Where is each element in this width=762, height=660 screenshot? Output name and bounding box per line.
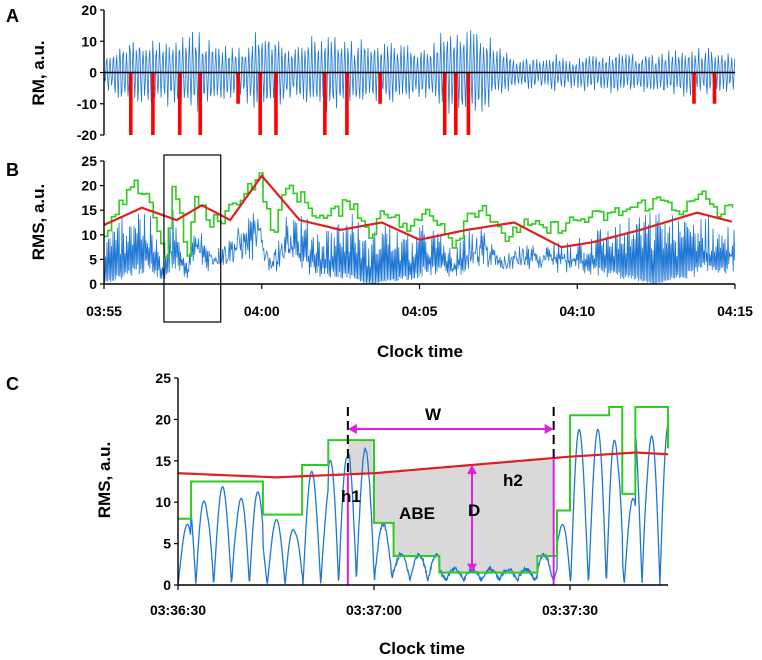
rms-b-x-tick-label: 04:15 [717, 303, 753, 319]
rms-b-y-tick-label: 15 [81, 202, 97, 218]
panel-a-label: A [6, 6, 19, 26]
rms-b-x-tick-label: 04:05 [402, 303, 438, 319]
rm-event-bar [453, 72, 458, 135]
rm-event-bar [442, 72, 447, 135]
abe-area [347, 440, 554, 573]
rms-c-x-label: Clock time [379, 639, 465, 658]
rm-event-bar [198, 72, 203, 135]
w-label: W [425, 405, 442, 424]
rm-event-bar [258, 72, 262, 135]
d-label: D [468, 501, 480, 520]
rm-event-bar [151, 72, 155, 135]
d-arrow-head-bottom [467, 563, 477, 573]
rm-event-bar [177, 72, 182, 135]
rms-c-baseline-line [177, 451, 669, 479]
rm-event-bar [378, 72, 382, 104]
rms-b-x-label: Clock time [377, 342, 463, 361]
rms-c-y-tick-label: 25 [155, 370, 171, 386]
rms-b-signal-line [103, 209, 736, 284]
h2-label: h2 [503, 471, 523, 490]
rm-y-tick-label: 10 [81, 33, 97, 49]
w-arrow-head-right [544, 424, 554, 434]
rms-b-x-tick-label: 03:55 [86, 303, 122, 319]
rm-events [129, 72, 717, 135]
rms-c-x-tick-label: 03:36:30 [150, 602, 206, 618]
rms-b-y-tick-label: 0 [89, 276, 97, 292]
rms-c-signal-line [177, 425, 669, 586]
rms-b-y-tick-label: 20 [81, 178, 97, 194]
rms-c-envelope-line [178, 405, 669, 574]
rms-c-x-tick-label: 03:37:30 [542, 602, 598, 618]
rms-c-x-tick-label: 03:37:00 [346, 602, 402, 618]
d-arrow [467, 464, 477, 573]
rm-y-label: RM, a.u. [29, 40, 48, 105]
rm-y-tick-label: 0 [89, 65, 97, 81]
rms-c-y-tick-label: 0 [163, 577, 171, 593]
rm-event-bar [345, 72, 349, 135]
rms-b-envelope-line [103, 172, 734, 259]
rms-b-y-tick-label: 5 [89, 251, 97, 267]
rms-b-x-tick-label: 04:10 [559, 303, 595, 319]
rms-b-y-label: RMS, a.u. [29, 184, 48, 261]
panel-b: 25 20 15 10 5 0 03:55 04:00 04:05 04:10 04:15 RMS,… [29, 153, 753, 361]
rms-b-y-tick-label: 25 [81, 153, 97, 169]
rms-c-y-tick-label: 20 [155, 411, 171, 427]
d-arrow-head-top [467, 464, 477, 474]
zoom-highlight-box [163, 154, 222, 323]
w-arrow [347, 424, 554, 434]
rms-c-y-tick-label: 15 [155, 453, 171, 469]
rms-c-y-tick-label: 5 [163, 536, 171, 552]
rms-b-x-tick-label: 04:00 [244, 303, 280, 319]
rm-event-bar [236, 72, 240, 104]
rms-b-y-tick-label: 10 [81, 227, 97, 243]
rm-y-tick-label: 20 [81, 2, 97, 18]
panel-a: 20 10 0 -10 -20 RM, a.u. [29, 2, 736, 143]
rms-b-axes: 25 20 15 10 5 0 03:55 04:00 04:05 04:10 04:15 [81, 153, 753, 319]
w-arrow-head-left [347, 424, 357, 434]
panel-b-label: B [6, 160, 19, 180]
rms-c-y-label: RMS, a.u. [95, 442, 114, 519]
rm-event-bar [129, 72, 133, 135]
rm-event-bar [323, 72, 327, 135]
rms-b-baseline-line [103, 173, 733, 249]
abe-label: ABE [399, 504, 435, 523]
rm-y-tick-label: -20 [77, 127, 97, 143]
rm-event-bar [712, 72, 717, 104]
rms-c-axes: 25 20 15 10 5 0 03:36:30 03:37:00 03:37:30 [150, 370, 668, 618]
rms-c-y-tick-label: 10 [155, 494, 171, 510]
rm-event-bar [692, 72, 696, 104]
rm-y-tick-label: -10 [77, 96, 97, 112]
rm-event-bar [274, 72, 278, 135]
rm-y-axis: 20 10 0 -10 -20 [77, 2, 105, 143]
rm-signal-line [103, 29, 736, 116]
panel-c-label: C [6, 374, 19, 394]
rm-event-bar [466, 72, 471, 135]
h1-label: h1 [341, 487, 361, 506]
